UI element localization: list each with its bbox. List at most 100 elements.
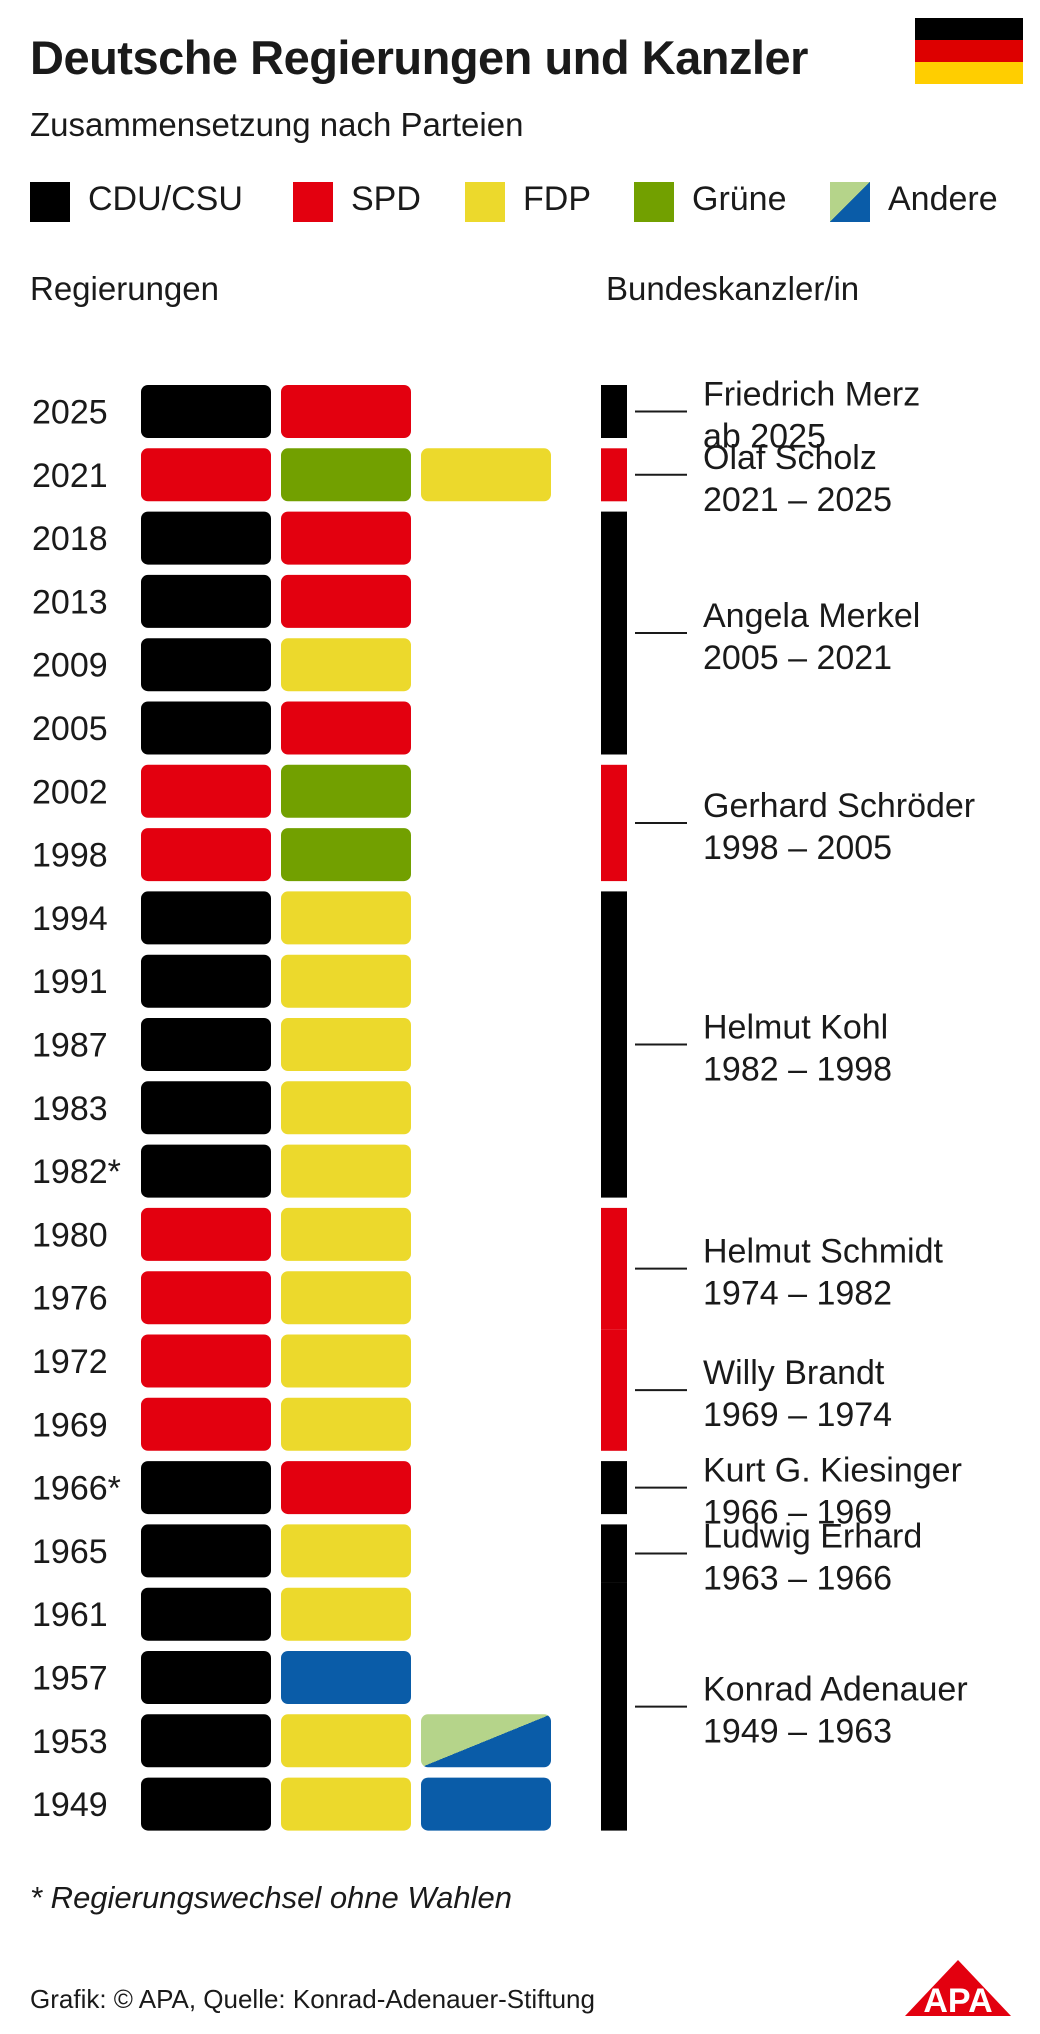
coalition-bar-1998-gr-ne <box>281 828 411 882</box>
chancellor-term-kurt-g-kiesinger: 1966 – 1969 <box>703 1494 892 1532</box>
chancellor-term-helmut-kohl: 1982 – 1998 <box>703 1051 892 1089</box>
column-header-kanzler: Bundeskanzler/in <box>606 270 860 307</box>
chancellor-name-kurt-g-kiesinger: Kurt G. Kiesinger <box>703 1452 962 1490</box>
chancellor-name-friedrich-merz: Friedrich Merz <box>703 376 920 414</box>
source-credit: Grafik: © APA, Quelle: Konrad-Adenauer-S… <box>30 1984 595 2014</box>
coalition-bar-1966-spd <box>281 1461 411 1515</box>
chancellor-bar-helmut-kohl <box>601 891 627 1198</box>
chancellor-name-gerhard-schr-der: Gerhard Schröder <box>703 787 975 825</box>
coalition-bar-1976-spd <box>141 1271 271 1325</box>
year-label-1965: 1965 <box>32 1533 108 1571</box>
coalition-bar-2002-gr-ne <box>281 764 411 818</box>
coalition-bar-1982-fdp <box>281 1144 411 1198</box>
coalition-bar-1961-fdp <box>281 1587 411 1641</box>
chancellor-term-helmut-schmidt: 1974 – 1982 <box>703 1275 892 1313</box>
coalition-bar-1965-fdp <box>281 1524 411 1578</box>
legend-label-spd: SPD <box>351 180 421 218</box>
year-label-1969: 1969 <box>32 1406 108 1444</box>
flag-stripe-red <box>915 40 1023 62</box>
coalition-bar-2021-gr-ne <box>281 448 411 502</box>
year-label-2018: 2018 <box>32 520 108 558</box>
year-label-1949: 1949 <box>32 1786 108 1824</box>
chancellor-bar-willy-brandt <box>601 1329 627 1451</box>
coalition-bar-1966-cdu-csu <box>141 1461 271 1515</box>
legend-label-andere: Andere <box>888 180 998 218</box>
coalition-bar-1987-cdu-csu <box>141 1018 271 1071</box>
coalition-bar-1969-spd <box>141 1397 271 1451</box>
flag-stripe-gold <box>915 62 1023 84</box>
chancellor-bar-angela-merkel <box>601 511 627 755</box>
year-label-2005: 2005 <box>32 710 108 748</box>
year-label-1980: 1980 <box>32 1216 108 1254</box>
coalition-bar-1949-fdp <box>281 1777 411 1831</box>
coalition-bar-2025-spd <box>281 385 411 438</box>
legend-swatch-andere <box>830 182 870 222</box>
year-label-1991: 1991 <box>32 963 108 1001</box>
coalition-bar-1983-fdp <box>281 1081 411 1135</box>
coalition-bar-2018-spd <box>281 511 411 565</box>
chart-subtitle: Zusammensetzung nach Parteien <box>30 106 524 143</box>
coalition-bar-1953-fdp <box>281 1714 411 1768</box>
coalition-bar-1957-cdu-csu <box>141 1651 271 1704</box>
coalition-bar-1965-cdu-csu <box>141 1524 271 1578</box>
year-label-2002: 2002 <box>32 773 108 811</box>
legend-label-cdu: CDU/CSU <box>88 180 243 218</box>
coalition-bar-1957-andere <box>281 1651 411 1704</box>
coalition-bar-1949-cdu-csu <box>141 1777 271 1831</box>
coalition-bar-1972-spd <box>141 1334 271 1388</box>
coalition-bar-1991-fdp <box>281 954 411 1008</box>
coalition-bar-2005-cdu-csu <box>141 701 271 755</box>
coalition-bar-1949-andere <box>421 1777 551 1831</box>
year-label-1998: 1998 <box>32 837 108 875</box>
year-label-2013: 2013 <box>32 583 108 621</box>
chancellor-term-konrad-adenauer: 1949 – 1963 <box>703 1713 892 1751</box>
apa-logo: APA <box>905 1960 1011 2018</box>
legend-swatch-fdp <box>465 182 505 222</box>
coalition-bar-1961-cdu-csu <box>141 1587 271 1641</box>
flag-stripe-black <box>915 18 1023 40</box>
column-header-regierungen: Regierungen <box>30 270 219 307</box>
svg-text:APA: APA <box>923 1982 992 2018</box>
year-label-1982: 1982* <box>32 1153 121 1191</box>
chancellor-bar-helmut-schmidt <box>601 1207 627 1330</box>
coalition-bar-2018-cdu-csu <box>141 511 271 565</box>
coalition-bar-2021-spd <box>141 448 271 502</box>
coalition-bar-1969-fdp <box>281 1397 411 1451</box>
coalition-bar-1953-andere <box>421 1714 551 1768</box>
coalition-bar-1972-fdp <box>281 1334 411 1388</box>
chancellor-term-ludwig-erhard: 1963 – 1966 <box>703 1559 892 1597</box>
legend-label-gruene: Grüne <box>692 180 787 218</box>
chancellor-bar-friedrich-merz <box>601 385 627 438</box>
chancellor-bar-gerhard-schr-der <box>601 764 627 882</box>
chancellor-term-angela-merkel: 2005 – 2021 <box>703 639 892 677</box>
coalition-bar-1980-spd <box>141 1207 271 1261</box>
year-label-1961: 1961 <box>32 1596 108 1634</box>
coalition-bar-1982-cdu-csu <box>141 1144 271 1198</box>
year-label-2009: 2009 <box>32 647 108 685</box>
year-label-1957: 1957 <box>32 1660 108 1698</box>
legend-label-fdp: FDP <box>523 180 591 218</box>
year-label-1953: 1953 <box>32 1723 108 1761</box>
coalition-bar-2013-cdu-csu <box>141 574 271 628</box>
chancellor-name-willy-brandt: Willy Brandt <box>703 1354 885 1392</box>
year-label-1966: 1966* <box>32 1470 121 1508</box>
legend-swatch-gruene <box>634 182 674 222</box>
legend-swatch-spd <box>293 182 333 222</box>
coalition-bar-1953-cdu-csu <box>141 1714 271 1768</box>
coalition-bar-2025-cdu-csu <box>141 385 271 438</box>
chancellor-bar-kurt-g-kiesinger <box>601 1461 627 1515</box>
year-label-1972: 1972 <box>32 1343 108 1381</box>
coalition-bar-1983-cdu-csu <box>141 1081 271 1135</box>
coalition-bar-1994-fdp <box>281 891 411 945</box>
chancellor-term-gerhard-schr-der: 1998 – 2005 <box>703 829 892 867</box>
chancellor-term-willy-brandt: 1969 – 1974 <box>703 1396 892 1434</box>
year-label-1994: 1994 <box>32 900 108 938</box>
year-label-2021: 2021 <box>32 457 108 495</box>
chart-title: Deutsche Regierungen und Kanzler <box>30 31 808 84</box>
coalition-bar-2009-fdp <box>281 638 411 692</box>
year-label-2025: 2025 <box>32 394 108 432</box>
coalition-bar-2005-spd <box>281 701 411 755</box>
coalition-bar-1980-fdp <box>281 1207 411 1261</box>
coalition-bar-2009-cdu-csu <box>141 638 271 692</box>
